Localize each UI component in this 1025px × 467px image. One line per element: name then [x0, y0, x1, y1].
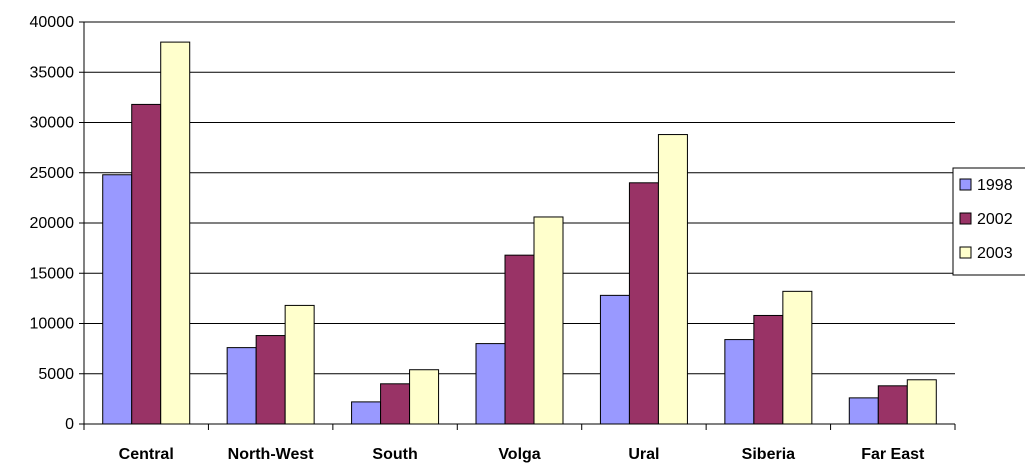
legend-swatch-2003 — [959, 246, 972, 259]
bar-1998-north-west — [226, 347, 257, 425]
bars — [102, 41, 937, 425]
x-category-labels: Central North-West South Volga Ural Siberia Fa… — [119, 446, 925, 463]
x-category-label: Ural — [628, 446, 659, 463]
x-category-label: Far East — [861, 446, 925, 463]
x-category-label: North-West — [228, 446, 315, 463]
legend-label-2002: 2002 — [977, 211, 1013, 228]
bar-2002-central — [131, 103, 162, 425]
bar-2002-volga — [504, 254, 535, 425]
y-tick-label: 25000 — [30, 165, 75, 182]
legend-swatch-2002 — [959, 212, 972, 225]
bar-2002-south — [380, 383, 411, 425]
legend-swatch-1998 — [959, 178, 972, 191]
bar-2003-far-east — [906, 379, 937, 425]
bar-1998-ural — [599, 294, 630, 425]
axes — [79, 21, 956, 430]
bar-1998-central — [102, 174, 133, 425]
y-tick-label: 35000 — [30, 64, 75, 81]
x-category-label: Volga — [498, 446, 540, 463]
y-tick-label: 0 — [65, 416, 74, 433]
y-tick-label: 10000 — [30, 316, 75, 333]
bar-2003-ural — [657, 134, 688, 425]
bar-2003-siberia — [782, 290, 813, 425]
legend-label-1998: 1998 — [977, 177, 1013, 194]
bar-1998-volga — [475, 343, 506, 425]
bar-2002-siberia — [753, 314, 784, 425]
x-category-label: Siberia — [742, 446, 795, 463]
y-tick-label: 5000 — [38, 366, 74, 383]
y-tick-label: 15000 — [30, 265, 75, 282]
bar-2003-central — [160, 41, 191, 425]
bar-2002-far-east — [877, 385, 908, 425]
bar-2003-north-west — [284, 304, 315, 425]
y-tick-label: 20000 — [30, 215, 75, 232]
bar-1998-siberia — [724, 339, 755, 425]
legend: 1998 2002 2003 — [952, 167, 1025, 276]
bar-2002-north-west — [255, 335, 286, 425]
bar-2003-volga — [533, 216, 564, 425]
bar-1998-south — [351, 401, 382, 425]
bar-1998-far-east — [848, 397, 879, 425]
bar-2002-ural — [628, 182, 659, 425]
y-tick-label: 30000 — [30, 115, 75, 132]
bar-2003-south — [409, 369, 440, 425]
x-category-label: South — [372, 446, 417, 463]
x-category-label: Central — [119, 446, 174, 463]
y-tick-labels: 0 5000 10000 15000 20000 25000 30000 35000 40000 — [30, 14, 75, 433]
y-tick-label: 40000 — [30, 14, 75, 31]
legend-label-2003: 2003 — [977, 245, 1013, 262]
